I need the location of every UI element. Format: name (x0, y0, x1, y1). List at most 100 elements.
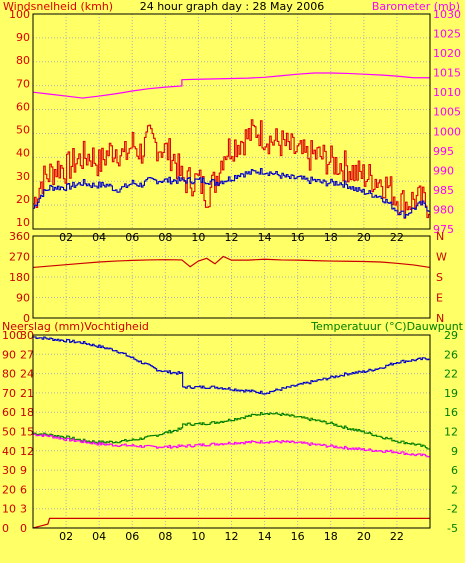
y-tick-label-right: 1000 (433, 125, 461, 138)
y-tick-label-rain: 15 (20, 426, 34, 439)
y-tick-label-right: 1015 (433, 67, 461, 80)
y-tick-label-right: 22 (444, 368, 458, 381)
x-tick-label: 04 (92, 231, 106, 244)
y-tick-label-left: 100 (9, 8, 30, 21)
x-tick-label: 12 (225, 231, 239, 244)
y-tick-label-right: 995 (433, 145, 454, 158)
y-tick-label-right: -2 (447, 503, 458, 516)
x-tick-label: 20 (357, 530, 371, 543)
y-tick-label-left: 50 (16, 124, 30, 137)
panel-frame (32, 13, 431, 230)
x-tick-label: 14 (258, 530, 272, 543)
y-tick-label-humidity: 40 (2, 445, 16, 458)
y-tick-label-right: N (436, 312, 444, 325)
y-tick-label-humidity: 80 (2, 368, 16, 381)
y-tick-label-left: 10 (16, 216, 30, 229)
x-tick-label: 06 (125, 530, 139, 543)
y-tick-label-left: 40 (16, 147, 30, 160)
y-tick-label-right: 1020 (433, 47, 461, 60)
series-wind-direction (32, 255, 431, 269)
y-tick-label-right: 1025 (433, 28, 461, 41)
panel-frame (32, 235, 431, 319)
y-tick-label-humidity: 30 (2, 464, 16, 477)
y-tick-label-rain: 3 (20, 503, 27, 516)
y-tick-label-right: W (436, 251, 447, 264)
y-tick-label-rain: 6 (20, 483, 27, 496)
x-tick-label: 06 (125, 231, 139, 244)
y-tick-label-right: 29 (444, 329, 458, 342)
y-tick-label-right: S (436, 271, 443, 284)
x-tick-label: 18 (324, 530, 338, 543)
series-humidity (33, 336, 431, 395)
y-tick-label-humidity: 90 (2, 348, 16, 361)
x-tick-label: 22 (390, 530, 404, 543)
x-tick-label: 08 (158, 530, 172, 543)
y-tick-label-right: 1010 (433, 86, 461, 99)
y-tick-label-right: 980 (433, 203, 454, 216)
x-tick-label: 16 (291, 231, 305, 244)
rain-humidity-axis-title: Neerslag (mm)Vochtigheid (2, 320, 149, 333)
y-tick-label-humidity: 50 (2, 426, 16, 439)
y-tick-label-left: 70 (16, 77, 30, 90)
y-tick-label-right: N (436, 230, 444, 243)
y-tick-label-humidity: 20 (2, 483, 16, 496)
y-tick-label-left: 90 (16, 31, 30, 44)
panel-frame (32, 334, 431, 529)
chart-panels: 02 04 06 08 10 12 14 16 18 20 22100908070605040302… (2, 8, 461, 543)
series-temperature (33, 411, 431, 450)
series-wind-speed (33, 119, 431, 219)
x-tick-label: 16 (291, 530, 305, 543)
y-tick-label-right: 6 (451, 464, 458, 477)
y-tick-label-rain: 27 (20, 348, 34, 361)
y-tick-label-humidity: 10 (2, 503, 16, 516)
y-tick-label-rain: 0 (20, 522, 27, 535)
series-rain (32, 517, 430, 529)
y-tick-label-humidity: 100 (2, 329, 23, 342)
y-tick-label-right: 1005 (433, 106, 461, 119)
series-dewpoint (33, 433, 431, 458)
y-tick-label-humidity: 0 (2, 522, 9, 535)
y-tick-label-left: 360 (9, 230, 30, 243)
x-tick-label: 08 (158, 231, 172, 244)
y-tick-label-left: 20 (16, 193, 30, 206)
series-barometer (32, 72, 430, 99)
x-tick-label: 02 (59, 231, 73, 244)
y-tick-label-humidity: 60 (2, 406, 16, 419)
y-tick-label-right: 12 (444, 426, 458, 439)
y-tick-label-right: 19 (444, 387, 458, 400)
temperature-dewpoint-axis-title: Temperatuur (°C)Dauwpunt (310, 320, 463, 333)
barometer-axis-title: Barometer (mb) (372, 0, 460, 13)
y-tick-label-left: 90 (16, 292, 30, 305)
y-tick-label-rain: 18 (20, 406, 34, 419)
x-tick-label: 22 (390, 231, 404, 244)
y-tick-label-right: 990 (433, 164, 454, 177)
y-tick-label-rain: 12 (20, 445, 34, 458)
x-tick-label: 12 (225, 530, 239, 543)
y-tick-label-left: 0 (23, 312, 30, 325)
series-wind-blue (33, 168, 431, 219)
y-tick-label-right: 2 (451, 483, 458, 496)
y-tick-label-left: 60 (16, 100, 30, 113)
y-tick-label-right: E (436, 292, 443, 305)
chart-title: 24 hour graph day : 28 May 2006 (140, 0, 325, 13)
y-tick-label-left: 30 (16, 170, 30, 183)
y-tick-label-right: 9 (451, 445, 458, 458)
y-tick-label-rain: 9 (20, 464, 27, 477)
y-tick-label-rain: 24 (20, 368, 34, 381)
y-tick-label-right: -5 (447, 522, 458, 535)
x-tick-label: 04 (92, 530, 106, 543)
x-tick-label: 10 (191, 530, 205, 543)
x-tick-label: 18 (324, 231, 338, 244)
wind-speed-axis-title: Windsnelheid (kmh) (3, 0, 113, 13)
y-tick-label-right: 26 (444, 348, 458, 361)
x-tick-label: 02 (59, 530, 73, 543)
y-tick-label-left: 80 (16, 54, 30, 67)
y-tick-label-humidity: 70 (2, 387, 16, 400)
y-tick-label-left: 180 (9, 271, 30, 284)
x-tick-label: 14 (258, 231, 272, 244)
x-tick-label: 10 (191, 231, 205, 244)
y-tick-label-rain: 21 (20, 387, 34, 400)
y-tick-label-right: 1030 (433, 8, 461, 21)
y-tick-label-right: 975 (433, 223, 454, 236)
